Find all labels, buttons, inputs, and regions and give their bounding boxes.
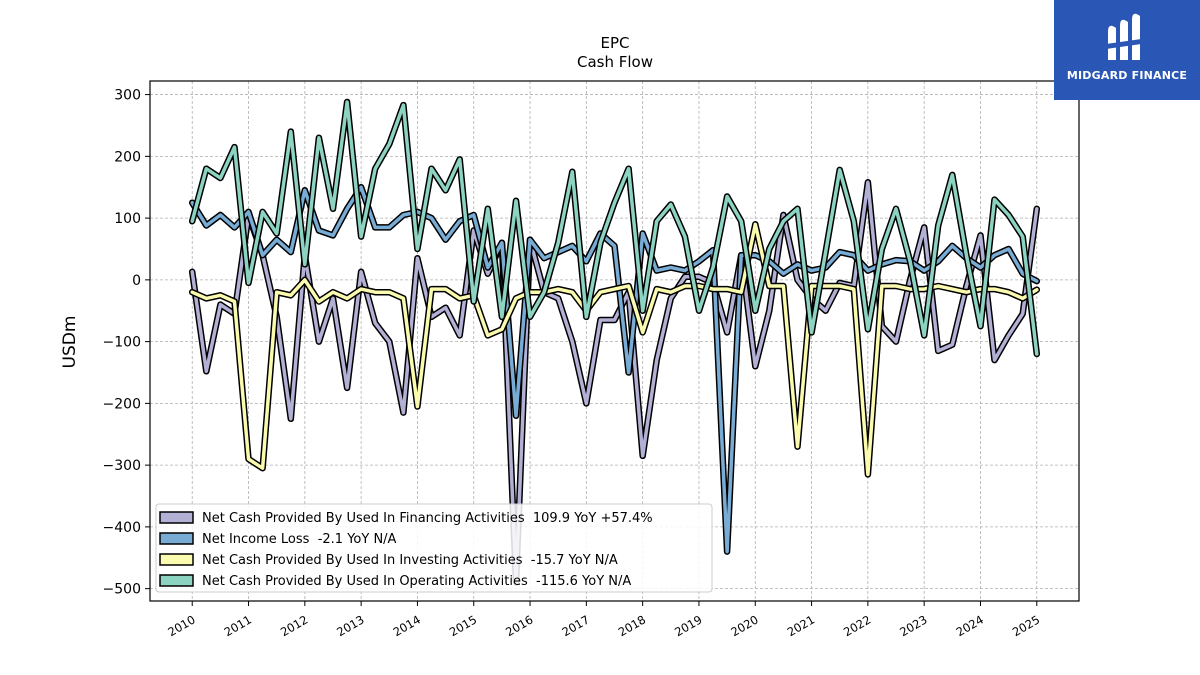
x-tick-label: 2016	[503, 612, 535, 639]
legend-entry: Net Income Loss -2.1 YoY N/A	[202, 532, 397, 547]
y-tick-label: 200	[114, 149, 141, 165]
x-tick-label: 2021	[785, 612, 817, 639]
x-tick-label: 2025	[1010, 612, 1042, 639]
x-tick-label: 2018	[616, 612, 648, 639]
midgard-logo-icon	[1106, 13, 1148, 60]
x-tick-label: 2014	[391, 612, 423, 639]
x-tick-label: 2022	[841, 612, 873, 639]
y-tick-label: 0	[132, 273, 141, 289]
x-tick-label: 2015	[447, 612, 479, 639]
legend-swatch	[159, 553, 194, 566]
legend-swatch	[159, 532, 194, 545]
x-tick-label: 2024	[954, 612, 986, 639]
legend-entry: Net Cash Provided By Used In Operating A…	[202, 574, 631, 589]
x-tick-label: 2010	[165, 612, 197, 639]
series-line-2	[190, 222, 1039, 477]
legend-swatch	[159, 511, 194, 524]
x-tick-label: 2020	[728, 612, 760, 639]
y-tick-label: −200	[103, 396, 141, 412]
x-tick-label: 2013	[334, 612, 366, 639]
x-tick-label: 2012	[278, 612, 310, 639]
series-outline-1	[188, 183, 1041, 555]
x-tick-label: 2019	[672, 612, 704, 639]
series-layer	[188, 98, 1041, 586]
series-line-3	[190, 100, 1039, 356]
x-tick-label: 2017	[559, 612, 591, 639]
x-axis-ticks: 2010 2011 2012 2013 2014 2015 2016 2017 2018 2019…	[165, 601, 1042, 639]
legend: Net Cash Provided By Used In Financing A…	[155, 503, 713, 593]
chart-title: EPC	[601, 34, 630, 52]
midgard-finance-logo: MIDGARD FINANCE	[1054, 0, 1200, 100]
x-tick-label: 2011	[222, 612, 254, 639]
plot-frame	[149, 80, 1080, 602]
y-axis-ticks: 300 200 100 0 −100 −200 −300 −400 −500	[103, 88, 150, 598]
y-tick-label: 300	[114, 88, 141, 104]
legend-entry: Net Cash Provided By Used In Financing A…	[202, 511, 653, 526]
y-tick-label: −500	[103, 582, 141, 598]
legend-swatch	[159, 574, 194, 587]
chart-subtitle: Cash Flow	[577, 53, 653, 71]
series-line-0	[190, 180, 1039, 585]
y-tick-label: −300	[103, 458, 141, 474]
y-axis-label: USDm	[60, 316, 80, 369]
grid-lines	[150, 81, 1079, 601]
y-tick-label: −400	[103, 520, 141, 536]
y-tick-label: −100	[103, 335, 141, 351]
logo-text: MIDGARD FINANCE	[1066, 69, 1188, 82]
y-tick-label: 100	[114, 211, 141, 227]
series-line-1	[190, 185, 1039, 554]
x-tick-label: 2023	[897, 612, 929, 639]
legend-entry: Net Cash Provided By Used In Investing A…	[202, 553, 618, 568]
legend-box	[155, 503, 713, 593]
